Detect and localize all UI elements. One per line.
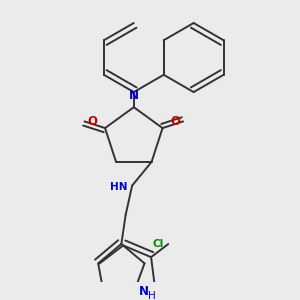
Text: H: H: [148, 291, 156, 300]
Text: O: O: [87, 115, 97, 128]
Text: O: O: [170, 115, 181, 128]
Text: Cl: Cl: [153, 239, 164, 249]
Text: HN: HN: [110, 182, 128, 192]
Text: N: N: [139, 285, 148, 298]
Text: N: N: [129, 89, 139, 102]
